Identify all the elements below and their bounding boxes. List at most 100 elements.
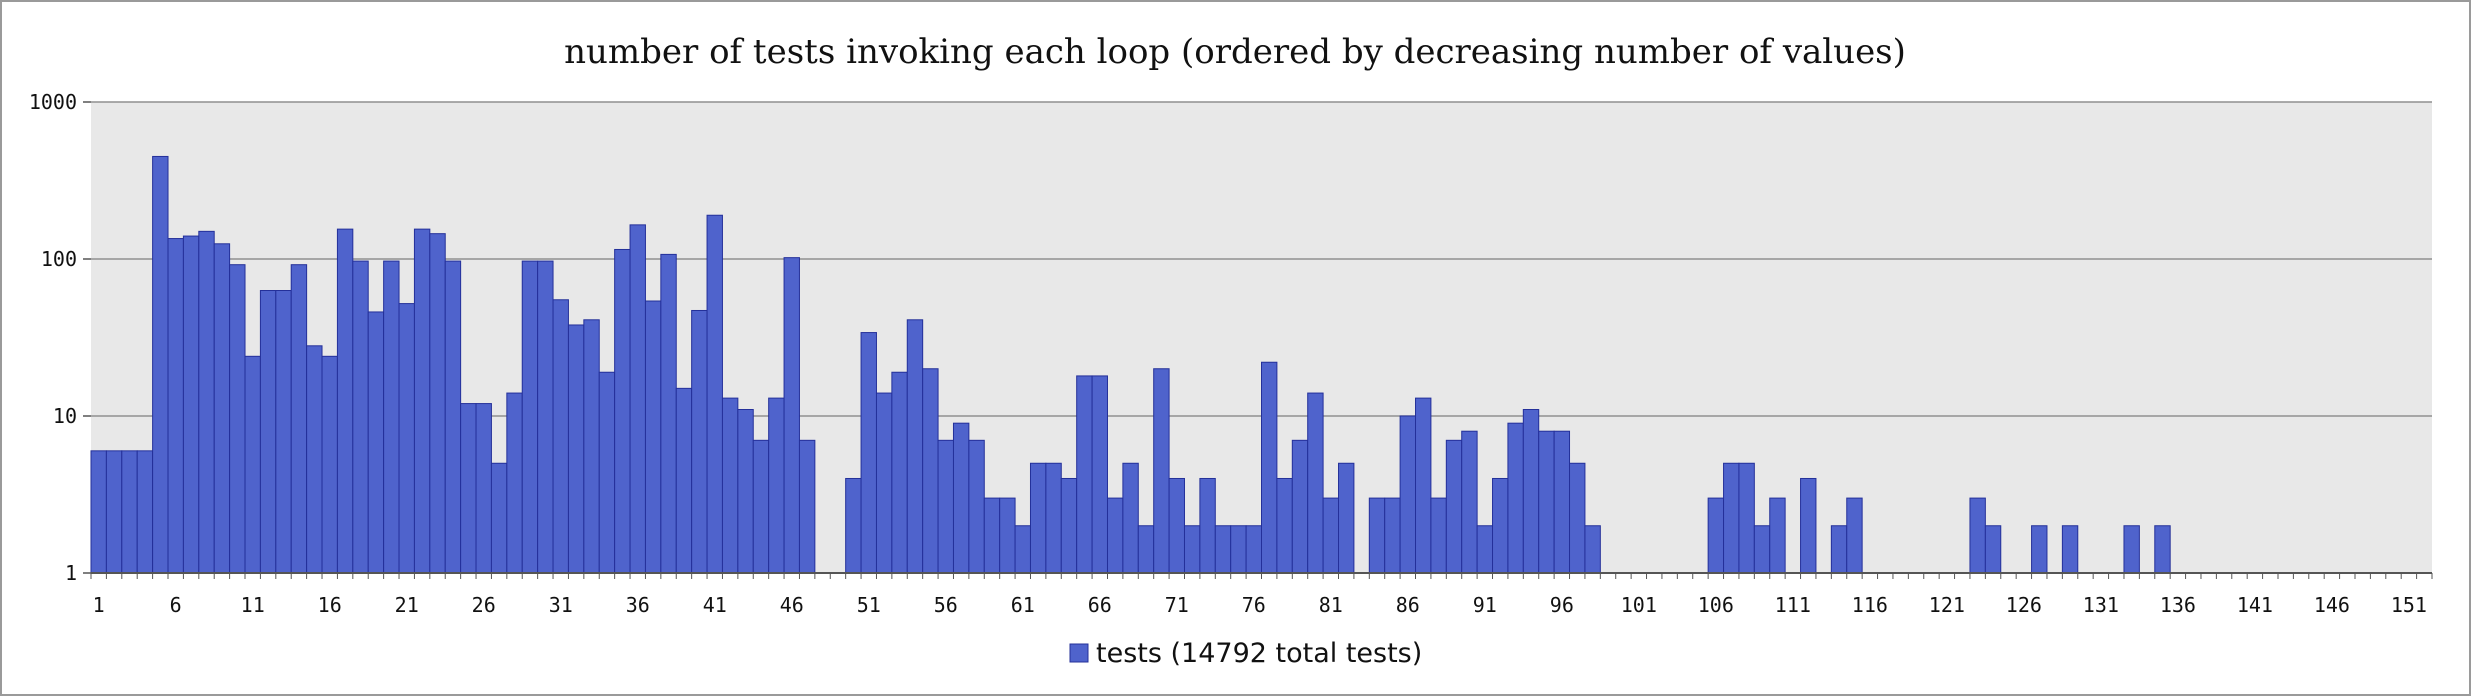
bar [136, 450, 154, 574]
bar [1106, 497, 1124, 574]
bar [1800, 477, 1817, 574]
bar [583, 319, 600, 574]
bar [244, 355, 261, 574]
bar [552, 299, 569, 574]
x-tick-label: 71 [1165, 593, 1189, 617]
bar [1984, 525, 2002, 574]
y-tick-label: 1000 [29, 90, 77, 114]
bar [229, 264, 246, 574]
x-tick-label: 126 [2006, 593, 2042, 617]
bar [922, 368, 939, 574]
bar [1476, 525, 1494, 574]
bar [798, 439, 816, 574]
bar [121, 450, 138, 574]
bar [1492, 477, 1509, 574]
bar [721, 397, 739, 574]
x-tick-label: 91 [1473, 593, 1497, 617]
bar [2154, 525, 2171, 574]
bar [1368, 497, 1386, 574]
bar [1091, 375, 1108, 574]
x-tick-label: 21 [395, 593, 419, 617]
bar [537, 260, 554, 574]
bar [1830, 525, 1848, 574]
x-tick-label: 36 [626, 593, 650, 617]
bar [306, 345, 323, 574]
bar [1261, 361, 1278, 574]
x-tick-label: 1 [93, 593, 105, 617]
bar [675, 387, 693, 574]
bar [1846, 497, 1863, 574]
bar [460, 403, 477, 574]
bar [506, 392, 523, 574]
y-tick-label: 100 [41, 247, 77, 271]
bar [1029, 462, 1047, 574]
bar [167, 238, 184, 574]
x-tick-label: 31 [549, 593, 573, 617]
bar [1507, 422, 1524, 574]
bar [521, 260, 539, 574]
bar [1076, 375, 1093, 574]
bar [413, 228, 431, 574]
bar [1461, 430, 1478, 574]
legend: tests (14792 total tests) [1069, 638, 1422, 669]
bar [152, 155, 169, 574]
bar [1137, 525, 1155, 574]
x-tick-label: 141 [2237, 593, 2273, 617]
bar [213, 243, 231, 574]
bar [968, 439, 985, 574]
x-tick-label: 146 [2314, 593, 2350, 617]
bar [1445, 439, 1463, 574]
legend-swatch [1069, 643, 1089, 663]
x-tick-label: 26 [472, 593, 496, 617]
bar [429, 233, 446, 574]
bar [644, 300, 662, 574]
x-tick-label: 116 [1852, 593, 1888, 617]
bar [660, 253, 677, 574]
bar [706, 214, 723, 574]
bar [1415, 397, 1432, 574]
bar [336, 228, 354, 574]
bar [1183, 525, 1201, 574]
bar [860, 332, 877, 574]
bar [937, 439, 954, 574]
bar [983, 497, 1001, 574]
bar [1291, 439, 1309, 574]
bar [629, 224, 646, 574]
bar [1060, 477, 1078, 574]
bar [398, 303, 415, 574]
bar [1569, 462, 1586, 574]
bar [2123, 525, 2140, 574]
bar [1399, 415, 1417, 574]
bar [999, 497, 1016, 574]
bar [1122, 462, 1139, 574]
bar [1584, 525, 1601, 574]
bar [1969, 497, 1986, 574]
bar [1276, 477, 1293, 574]
bar [1199, 477, 1216, 574]
bar [182, 235, 200, 574]
bar [1753, 525, 1771, 574]
bar [490, 462, 508, 574]
bar [275, 290, 292, 574]
chart-title: number of tests invoking each loop (orde… [564, 32, 1906, 72]
x-tick-label: 56 [934, 593, 958, 617]
x-tick-label: 131 [2083, 593, 2119, 617]
bar [2031, 525, 2048, 574]
bar [906, 319, 924, 574]
bar [783, 257, 800, 574]
x-tick-label: 51 [857, 593, 881, 617]
x-axis-ticks: 1 6 11 16 21 26 31 36 41 46 51 56 61 66 71 76 81 86 91 96 10… [90, 573, 2433, 617]
bar [367, 311, 385, 574]
x-tick-label: 151 [2391, 593, 2427, 617]
bar [952, 422, 970, 574]
bar [737, 409, 754, 574]
x-tick-label: 46 [780, 593, 804, 617]
bar [1522, 409, 1540, 574]
bar [1230, 525, 1247, 574]
bar [1723, 462, 1740, 574]
y-axis-ticks: 1 10 100 1000 [29, 90, 91, 585]
bar [105, 450, 123, 574]
x-tick-label: 6 [170, 593, 182, 617]
bar [1384, 497, 1401, 574]
